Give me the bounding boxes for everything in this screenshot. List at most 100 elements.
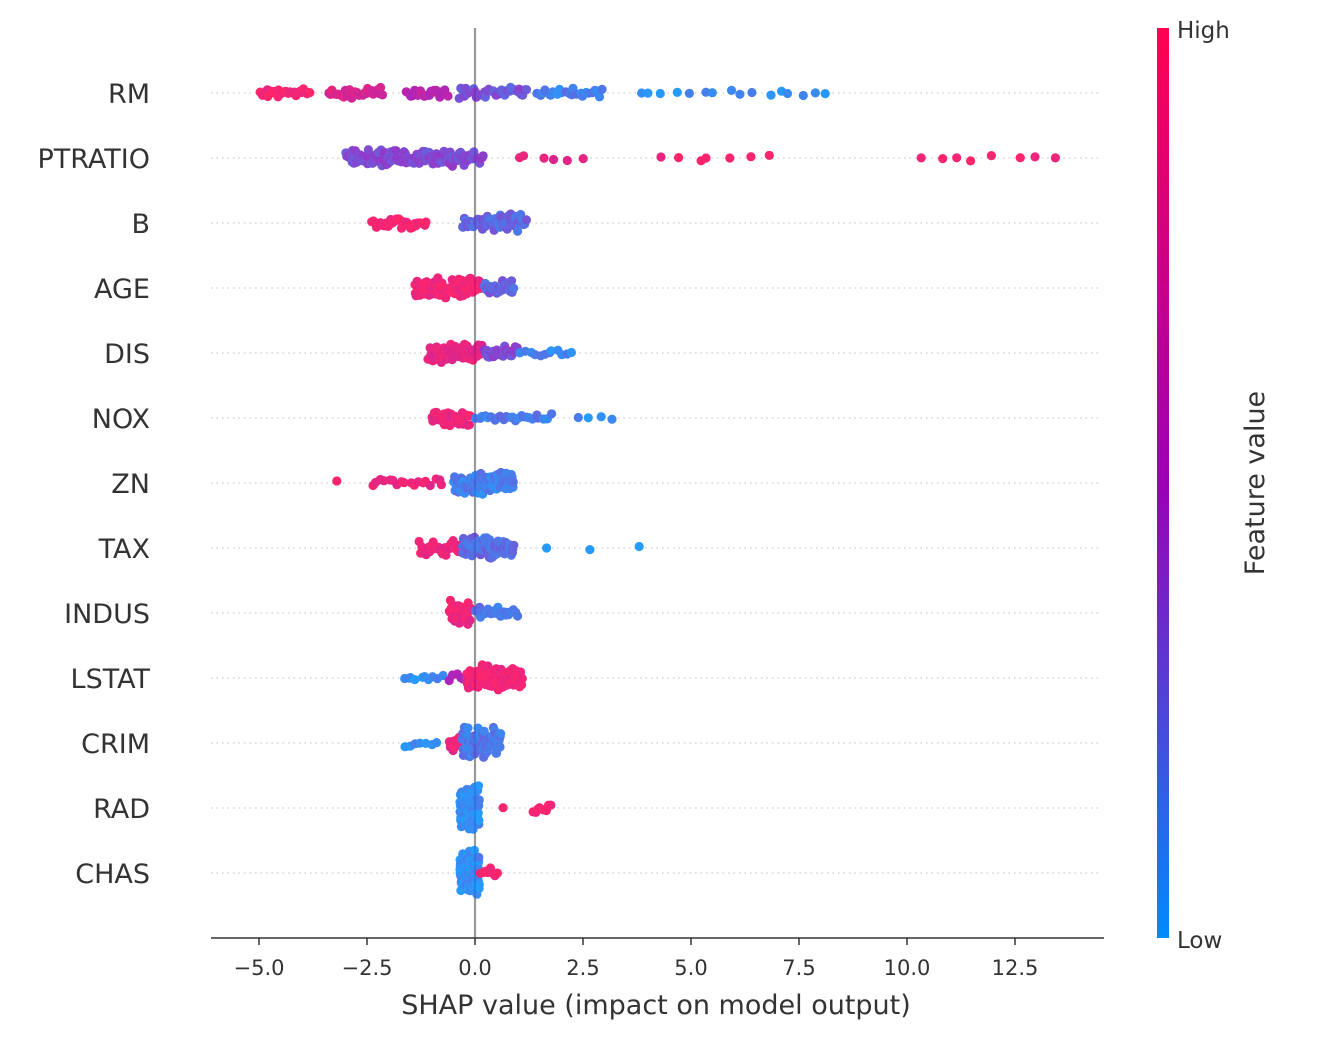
point-dis [566, 347, 577, 358]
point-ptratio [764, 150, 774, 160]
point-rm [707, 88, 717, 98]
x-tick-label: −5.0 [234, 956, 285, 980]
point-ptratio [391, 146, 401, 156]
x-axis-label: SHAP value (impact on model output) [401, 990, 911, 1021]
point-ptratio [674, 153, 684, 163]
point-rm [726, 85, 737, 95]
point-b [521, 215, 532, 225]
row-guide-lines [211, 92, 1100, 874]
x-tick-label: 7.5 [782, 956, 815, 980]
point-ptratio [478, 151, 488, 161]
point-ptratio [519, 151, 529, 161]
colorbar-title: Feature value [1240, 391, 1271, 575]
point-rm [684, 88, 695, 98]
point-rad [474, 815, 484, 826]
point-ptratio [986, 151, 997, 161]
point-b [421, 217, 431, 227]
point-indus [465, 615, 475, 626]
point-rad [546, 800, 556, 810]
point-ptratio [1050, 153, 1060, 163]
point-age [466, 275, 476, 285]
point-rad [498, 803, 508, 813]
x-tick-label: 12.5 [992, 956, 1039, 980]
point-rm [655, 88, 665, 99]
x-tick-label: 10.0 [884, 956, 931, 980]
point-indus [454, 618, 464, 628]
point-ptratio [952, 153, 962, 163]
x-tick-label: 5.0 [674, 956, 707, 980]
x-tick-label: −2.5 [342, 956, 393, 980]
point-ptratio [656, 152, 666, 162]
point-rm [798, 90, 808, 101]
point-rm [643, 88, 653, 98]
point-rm [594, 92, 605, 102]
point-crim [496, 729, 506, 739]
point-ptratio [1015, 153, 1025, 163]
point-rm [305, 88, 315, 98]
point-rm [521, 85, 532, 95]
point-chas [474, 879, 484, 890]
point-nox [547, 409, 557, 419]
feature-label-lstat: LSTAT [71, 664, 151, 695]
feature-label-dis: DIS [104, 339, 150, 370]
point-chas [469, 845, 479, 856]
point-rm [782, 88, 793, 99]
point-rm [377, 90, 388, 100]
point-ptratio [1030, 152, 1040, 162]
feature-label-ptratio: PTRATIO [37, 144, 150, 175]
point-rm [810, 88, 821, 98]
colorbar-gradient [1157, 28, 1169, 938]
x-tick-label: 0.0 [458, 956, 491, 980]
point-rm [747, 87, 757, 98]
point-nox [596, 412, 606, 422]
point-ptratio [966, 156, 976, 166]
point-age [507, 276, 517, 286]
point-rm [735, 89, 745, 99]
point-dis [546, 346, 556, 356]
point-rad [473, 781, 484, 791]
feature-label-rad: RAD [93, 794, 150, 825]
point-ptratio [363, 145, 373, 155]
x-tick-label: 2.5 [566, 956, 599, 980]
point-nox [607, 414, 617, 424]
colorbar: High Low Feature value [1157, 18, 1271, 954]
point-zn [332, 476, 342, 486]
point-indus [513, 611, 523, 621]
point-zn [425, 480, 435, 491]
point-tax [585, 545, 595, 555]
feature-label-zn: ZN [111, 469, 150, 500]
point-ptratio [562, 155, 572, 166]
point-rm [597, 84, 607, 94]
point-rm [672, 87, 682, 97]
point-lstat [483, 661, 493, 671]
feature-label-nox: NOX [92, 404, 150, 435]
point-tax [509, 540, 519, 550]
point-zn [508, 477, 518, 487]
feature-label-tax: TAX [98, 534, 150, 565]
colorbar-low-label: Low [1177, 928, 1222, 954]
point-ptratio [746, 152, 756, 162]
point-crim [479, 726, 489, 736]
point-ptratio [701, 153, 711, 163]
point-rad [473, 808, 483, 818]
point-crim [495, 742, 505, 752]
point-rm [376, 82, 386, 93]
feature-label-rm: RM [108, 79, 150, 110]
point-ptratio [938, 154, 948, 164]
point-nox [464, 420, 474, 430]
point-crim [463, 723, 473, 733]
point-rad [474, 795, 484, 805]
point-b [513, 226, 523, 236]
point-zn [436, 480, 446, 490]
point-ptratio [725, 153, 735, 163]
feature-label-b: B [131, 209, 150, 240]
point-lstat [517, 674, 527, 684]
colorbar-high-label: High [1177, 18, 1230, 44]
point-tax [634, 541, 644, 552]
point-ptratio [916, 153, 926, 163]
point-tax [542, 543, 552, 553]
point-rm [443, 91, 453, 101]
point-ptratio [578, 154, 588, 164]
point-lstat [473, 682, 483, 692]
